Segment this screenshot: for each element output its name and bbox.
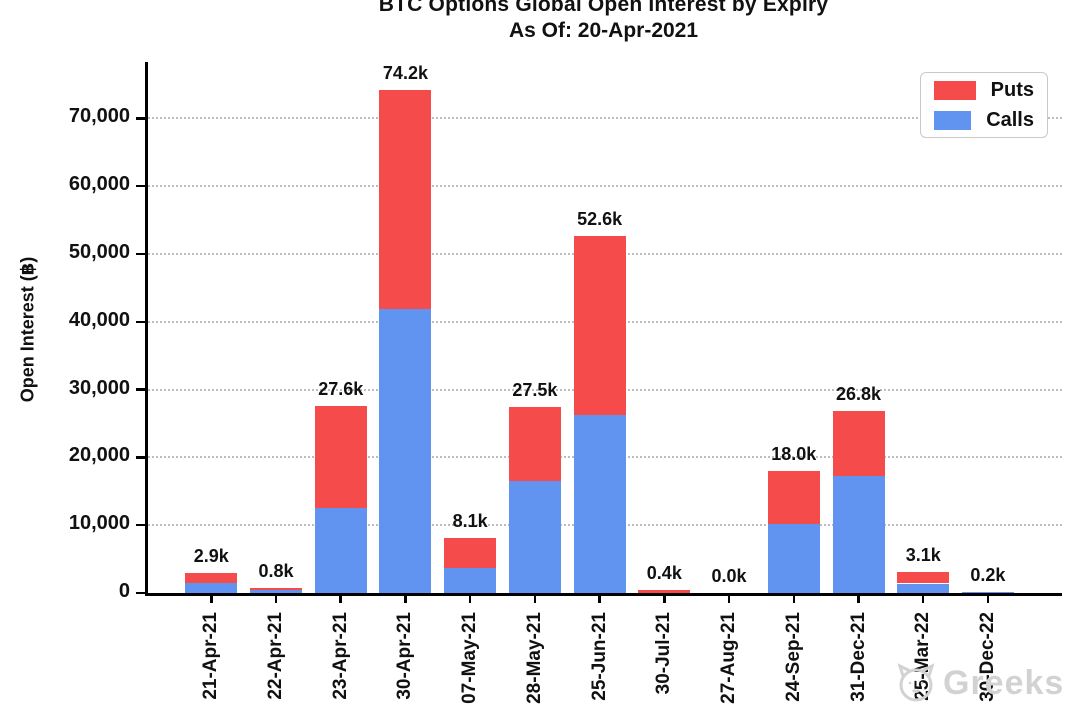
x-tick-label: 24-Sep-21 bbox=[782, 612, 804, 702]
x-tick-mark bbox=[404, 595, 407, 603]
x-tick-mark bbox=[533, 595, 537, 603]
x-tick-label: 31-Dec-21 bbox=[847, 612, 869, 702]
watermark: Greeks bbox=[893, 662, 1064, 704]
bar-puts-segment bbox=[832, 411, 885, 476]
bar-calls-segment bbox=[508, 481, 561, 593]
bar-total-label: 0.8k bbox=[258, 560, 294, 581]
legend: Puts Calls bbox=[920, 72, 1048, 138]
bar-total-label: 0.4k bbox=[646, 563, 682, 584]
y-tick-label: 70,000 bbox=[68, 105, 130, 128]
bar-total-label: 26.8k bbox=[835, 384, 882, 405]
x-tick-mark bbox=[727, 595, 731, 603]
x-tick-mark bbox=[274, 595, 278, 603]
legend-item-calls: Calls bbox=[934, 109, 1034, 132]
y-tick-label: 50,000 bbox=[68, 241, 130, 263]
bar-puts-segment bbox=[185, 573, 238, 583]
bar-puts-segment bbox=[508, 406, 561, 482]
x-tick-mark bbox=[663, 595, 666, 603]
chart-subtitle: As Of: 20-Apr-2021 bbox=[508, 19, 699, 42]
legend-swatch-calls-icon bbox=[934, 110, 972, 130]
x-tick-label: 30-Jul-21 bbox=[653, 612, 675, 695]
bar-calls-segment bbox=[961, 591, 1014, 593]
x-tick-label: 21-Apr-21 bbox=[200, 612, 222, 700]
chart-title: BTC Options Global Open Interest by Expi… bbox=[378, 0, 829, 16]
y-tick-mark bbox=[136, 252, 145, 256]
bar-total-label: 74.2k bbox=[382, 62, 428, 83]
bar-total-label: 52.6k bbox=[577, 209, 623, 230]
bar-puts-segment bbox=[767, 470, 820, 524]
x-tick-label: 28-May-21 bbox=[523, 612, 545, 704]
y-tick-mark bbox=[136, 456, 145, 459]
bar-calls-segment bbox=[250, 590, 303, 593]
y-tick-mark bbox=[136, 591, 145, 595]
bar-calls-segment bbox=[832, 475, 885, 593]
bar-calls-segment bbox=[444, 567, 497, 593]
x-tick-label: 23-Apr-21 bbox=[329, 612, 351, 700]
chart-title-block: BTC Options Global Open Interest by Expi… bbox=[145, 0, 1062, 43]
bar-puts-segment bbox=[444, 538, 497, 568]
x-tick-mark bbox=[921, 595, 925, 603]
x-tick-mark bbox=[468, 595, 472, 603]
bar-puts-segment bbox=[897, 571, 950, 584]
legend-item-puts: Puts bbox=[934, 79, 1034, 102]
bar-total-label: 0.0k bbox=[711, 566, 747, 586]
bar-puts-segment bbox=[314, 405, 367, 509]
x-tick-mark bbox=[210, 595, 213, 603]
bar-total-label: 27.5k bbox=[512, 379, 558, 400]
y-tick-label: 60,000 bbox=[68, 173, 130, 196]
bar-calls-segment bbox=[573, 415, 626, 593]
x-tick-label: 27-Aug-21 bbox=[718, 612, 740, 704]
watermark-text: Greeks bbox=[943, 663, 1065, 702]
bar-calls-segment bbox=[314, 508, 367, 593]
bar-total-label: 18.0k bbox=[771, 443, 817, 464]
x-tick-mark bbox=[792, 595, 796, 603]
bar-total-label: 2.9k bbox=[193, 546, 229, 567]
bar-calls-segment bbox=[897, 583, 950, 593]
bar-puts-segment bbox=[573, 236, 626, 416]
y-tick-mark bbox=[136, 388, 145, 391]
bar-calls-segment bbox=[379, 308, 432, 593]
y-tick-mark bbox=[136, 523, 145, 527]
bar-puts-segment bbox=[638, 590, 691, 593]
x-tick-mark bbox=[598, 595, 601, 603]
y-tick-label: 10,000 bbox=[68, 512, 130, 535]
y-tick-mark bbox=[136, 184, 145, 188]
cat-logo-icon bbox=[897, 663, 935, 702]
y-tick-label: 0 bbox=[118, 580, 130, 602]
legend-label-puts: Puts bbox=[990, 78, 1034, 101]
y-tick-mark bbox=[136, 320, 145, 324]
y-axis-spine bbox=[145, 62, 148, 594]
gridline bbox=[148, 185, 1062, 188]
y-tick-label: 30,000 bbox=[68, 376, 130, 399]
x-tick-label: 25-Jun-21 bbox=[588, 612, 610, 701]
x-tick-label: 30-Apr-21 bbox=[394, 612, 416, 700]
y-tick-label: 20,000 bbox=[68, 444, 130, 467]
legend-swatch-puts-icon bbox=[934, 80, 976, 100]
x-tick-label: 22-Apr-21 bbox=[265, 612, 287, 700]
bar-calls-segment bbox=[767, 523, 820, 593]
bar-total-label: 27.6k bbox=[318, 378, 364, 399]
bar-puts-segment bbox=[250, 587, 303, 591]
bar-total-label: 8.1k bbox=[452, 511, 488, 532]
x-axis-spine bbox=[145, 593, 1062, 596]
bar-total-label: 0.2k bbox=[970, 564, 1006, 585]
x-tick-label: 07-May-21 bbox=[459, 612, 481, 704]
gridline bbox=[148, 117, 1062, 120]
bar-total-label: 3.1k bbox=[905, 544, 941, 565]
y-tick-label: 40,000 bbox=[68, 308, 130, 331]
bar-calls-segment bbox=[185, 582, 238, 593]
bar-puts-segment bbox=[379, 89, 432, 309]
x-tick-mark bbox=[339, 595, 342, 603]
legend-label-calls: Calls bbox=[986, 108, 1034, 131]
x-tick-mark bbox=[857, 595, 860, 603]
x-tick-mark bbox=[986, 595, 990, 603]
y-tick-mark bbox=[136, 117, 145, 120]
